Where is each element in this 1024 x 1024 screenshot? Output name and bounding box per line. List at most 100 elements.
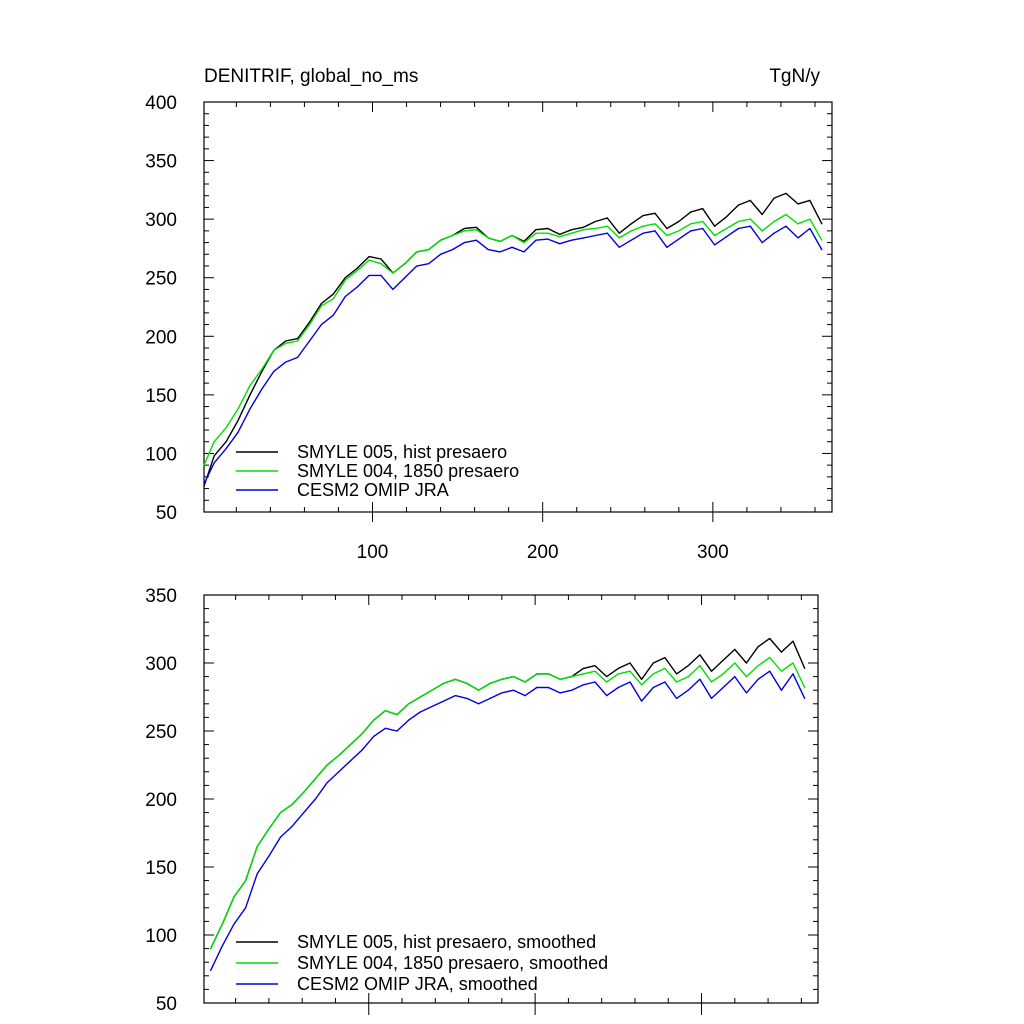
data-point: [256, 846, 258, 848]
data-point: [203, 483, 205, 485]
data-point: [678, 238, 680, 240]
data-point: [536, 686, 538, 689]
y-tick-label: 100: [145, 926, 177, 947]
data-point: [606, 232, 608, 234]
data-point: [501, 678, 503, 680]
data-point: [547, 686, 550, 689]
y-tick-label: 150: [145, 386, 177, 407]
data-point: [297, 340, 299, 342]
data-point: [368, 259, 370, 261]
data-point: [320, 305, 323, 307]
data-point: [356, 267, 358, 269]
data-point: [654, 212, 656, 214]
data-point: [320, 323, 323, 326]
y-tick-label: 200: [145, 327, 177, 348]
data-point: [571, 689, 573, 691]
y-tick-label: 100: [145, 444, 177, 465]
data-point: [594, 234, 597, 237]
data-point: [213, 441, 215, 443]
data-point: [690, 223, 692, 225]
y-tick-label: 350: [145, 152, 177, 173]
y-tick-label: 50: [156, 994, 177, 1015]
data-point: [233, 923, 235, 925]
data-point: [477, 703, 480, 705]
data-point: [535, 232, 537, 234]
data-point: [344, 295, 346, 298]
data-point: [344, 277, 346, 279]
data-point: [725, 227, 728, 230]
data-point: [225, 427, 227, 429]
data-point: [511, 246, 513, 248]
data-point: [713, 225, 716, 227]
data-point: [641, 684, 643, 686]
data-point: [559, 692, 561, 694]
data-point: [629, 681, 631, 683]
data-point: [443, 682, 445, 685]
data-point: [821, 239, 823, 241]
series-line-2: [203, 213, 823, 466]
data-point: [416, 265, 418, 267]
data-point: [664, 667, 666, 670]
data-point: [279, 812, 282, 814]
data-point: [338, 771, 340, 773]
data-point: [582, 226, 585, 228]
data-point: [734, 676, 736, 678]
data-point: [792, 673, 794, 675]
data-point: [761, 241, 763, 244]
data-point: [547, 673, 550, 675]
data-point: [210, 969, 212, 971]
data-point: [210, 948, 212, 950]
data-point: [404, 263, 406, 265]
data-point: [443, 700, 445, 702]
data-point: [734, 662, 736, 664]
data-point: [408, 719, 410, 721]
data-point: [487, 237, 489, 239]
data-point: [702, 220, 704, 223]
data-point: [559, 243, 561, 245]
data-point: [594, 670, 596, 672]
legend-entry: SMYLE 004, 1850 presaero, smoothed: [297, 953, 608, 973]
data-point: [761, 213, 763, 216]
data-point: [571, 239, 573, 241]
data-point: [249, 408, 251, 410]
data-point: [687, 689, 689, 691]
data-point: [809, 218, 811, 220]
plot-frame: [203, 101, 833, 513]
series-line-2: [210, 656, 806, 949]
data-point: [769, 656, 771, 659]
data-point: [749, 225, 751, 227]
data-point: [629, 670, 631, 672]
data-point: [428, 249, 430, 251]
data-point: [524, 681, 526, 683]
data-point: [582, 667, 584, 670]
data-point: [594, 681, 596, 683]
data-point: [249, 394, 251, 396]
data-point: [368, 274, 370, 276]
data-point: [237, 431, 239, 433]
data-point: [749, 199, 751, 201]
data-point: [225, 448, 227, 450]
data-point: [675, 673, 678, 675]
data-point: [780, 670, 782, 672]
data-point: [268, 828, 270, 830]
data-point: [792, 640, 794, 642]
data-point: [809, 199, 811, 201]
data-point: [233, 896, 235, 898]
data-point: [203, 464, 205, 466]
data-point: [244, 880, 247, 882]
data-point: [349, 760, 352, 762]
data-point: [618, 232, 620, 234]
data-point: [804, 667, 806, 670]
data-point: [745, 692, 748, 694]
series-line-3: [210, 670, 806, 971]
data-point: [699, 678, 701, 680]
data-point: [547, 238, 549, 240]
data-point: [213, 455, 215, 457]
data-point: [308, 323, 311, 326]
data-point: [737, 220, 739, 223]
data-point: [523, 241, 525, 244]
data-point: [501, 692, 503, 694]
data-point: [356, 286, 358, 288]
y-tick-label: 250: [145, 722, 177, 743]
